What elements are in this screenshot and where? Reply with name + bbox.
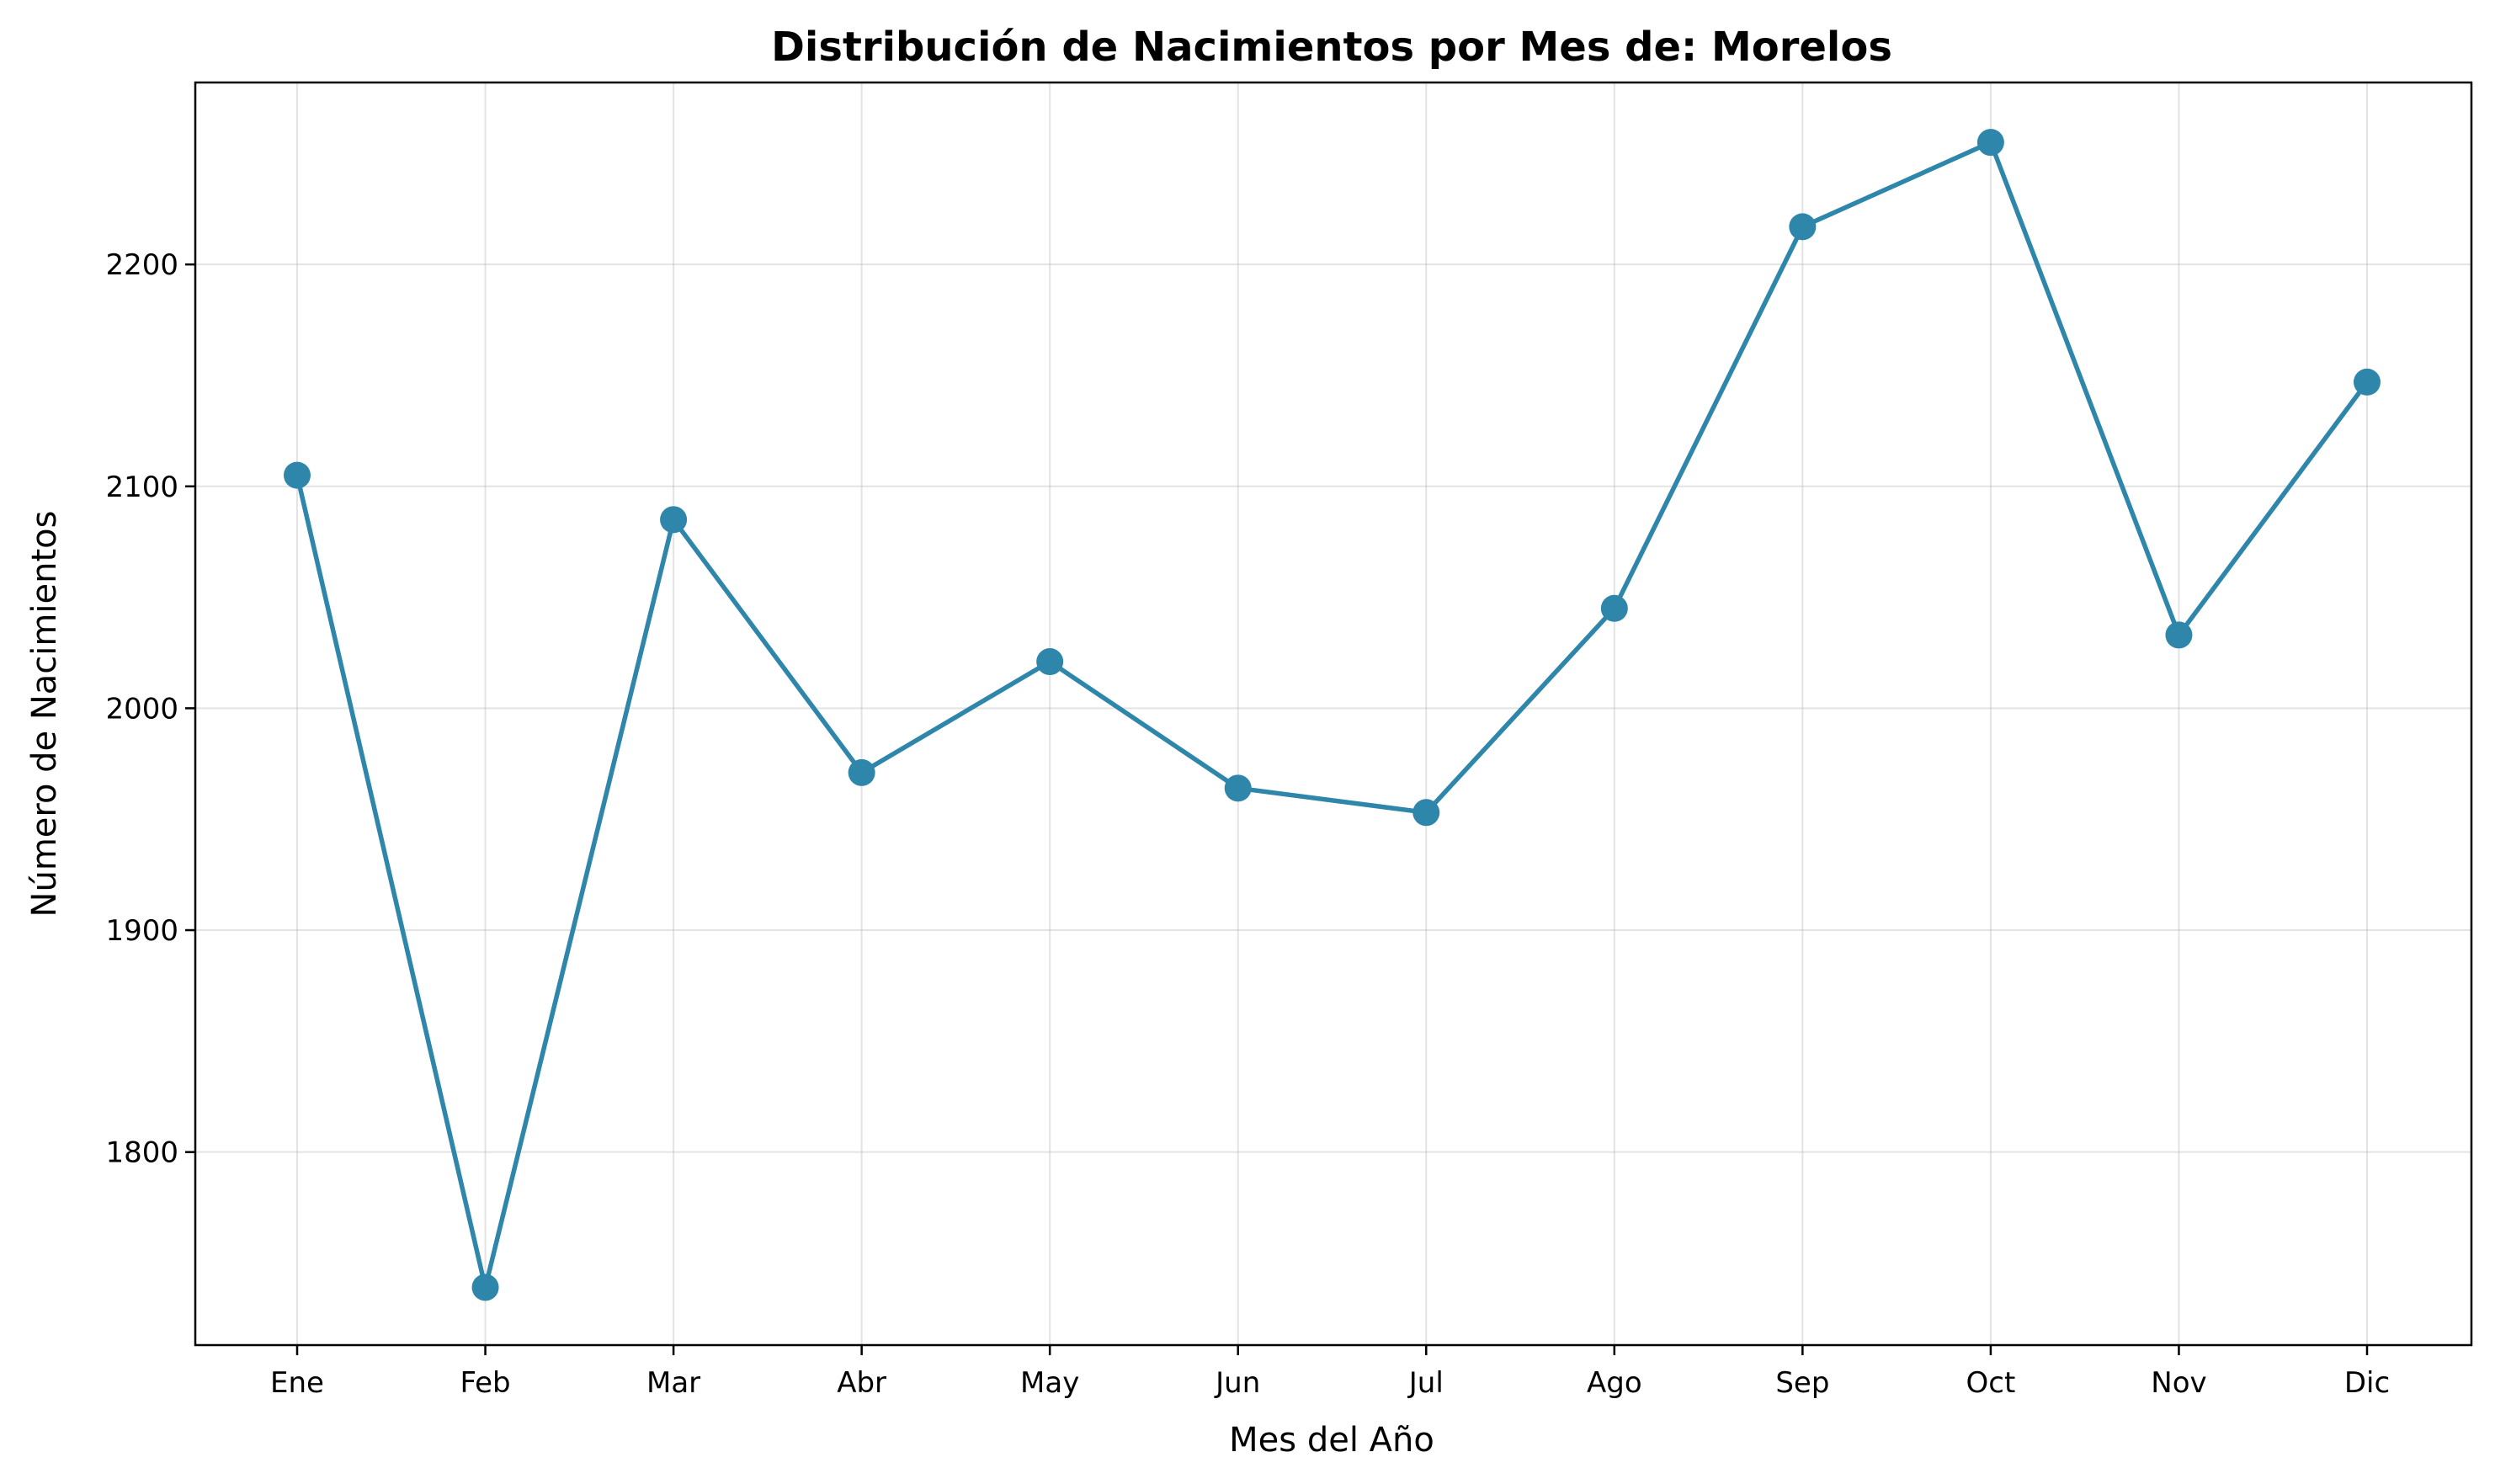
data-point-oct xyxy=(1976,129,2004,157)
x-tick-label: Nov xyxy=(2151,1366,2206,1400)
data-point-jul xyxy=(1412,799,1440,827)
x-tick-label: Jul xyxy=(1407,1366,1444,1400)
y-axis: 1800 1900 2000 2100 2200 xyxy=(105,248,195,1170)
data-point-ago xyxy=(1600,594,1628,622)
data-point-jun xyxy=(1224,774,1252,802)
data-point-mar xyxy=(660,506,688,534)
x-tick-label: Ene xyxy=(270,1366,324,1400)
y-tick-label: 2100 xyxy=(105,471,178,504)
x-tick-label: Dic xyxy=(2344,1366,2390,1400)
y-axis-label: Número de Nacimientos xyxy=(25,511,64,918)
data-point-may xyxy=(1036,648,1064,676)
y-tick-label: 2000 xyxy=(105,692,178,726)
y-tick-label: 1800 xyxy=(105,1136,178,1170)
x-axis: Ene Feb Mar Abr May Jun Jul Ago Sep Oct Nov Dic xyxy=(270,1345,2390,1400)
data-point-ene xyxy=(284,461,311,489)
y-tick-label: 1900 xyxy=(105,914,178,948)
chart-title: Distribución de Nacimientos por Mes de: … xyxy=(771,24,1892,71)
x-tick-label: May xyxy=(1020,1366,1079,1400)
y-tick-label: 2200 xyxy=(105,248,178,282)
x-tick-label: Jun xyxy=(1214,1366,1260,1400)
plot-frame xyxy=(194,81,2473,1347)
data-point-sep xyxy=(1789,213,1817,241)
x-tick-label: Feb xyxy=(460,1366,510,1400)
series-group xyxy=(284,129,2381,1301)
data-point-nov xyxy=(2165,621,2193,649)
grid-lines xyxy=(195,82,2471,1345)
series-line xyxy=(295,140,2370,1290)
data-point-feb xyxy=(471,1274,499,1301)
x-tick-label: Ago xyxy=(1587,1366,1642,1400)
x-tick-label: Mar xyxy=(646,1366,700,1400)
data-point-dic xyxy=(2354,368,2381,396)
x-axis-label: Mes del Año xyxy=(1229,1421,1434,1460)
x-tick-label: Abr xyxy=(837,1366,886,1400)
data-point-abr xyxy=(848,758,875,786)
x-tick-label: Sep xyxy=(1775,1366,1829,1400)
x-tick-label: Oct xyxy=(1966,1366,2016,1400)
